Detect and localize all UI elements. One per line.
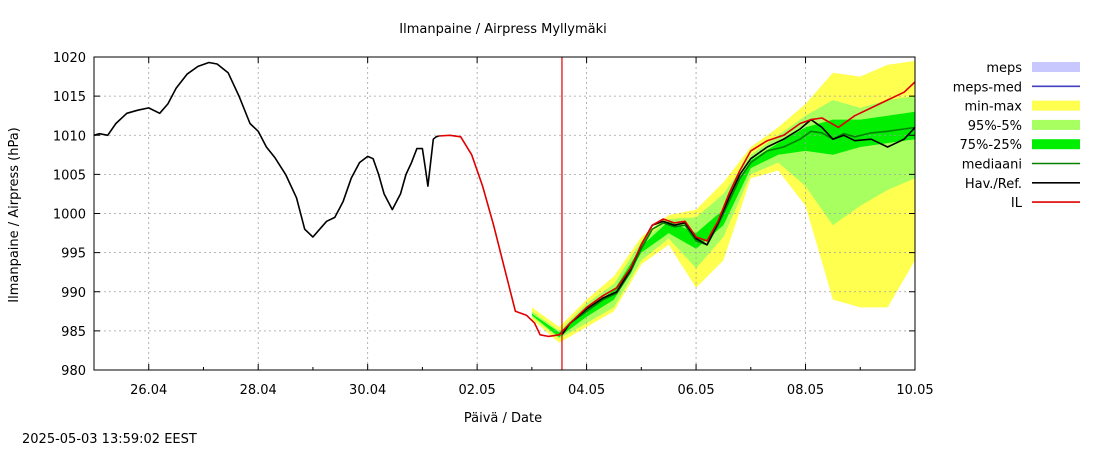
y-tick-label: 1020 <box>53 51 86 66</box>
x-tick-label: 08.05 <box>787 383 824 398</box>
x-tick-label: 26.04 <box>130 383 167 398</box>
legend-label: 75%-25% <box>960 138 1022 153</box>
x-tick-label: 28.04 <box>240 383 277 398</box>
band-75-25- <box>531 111 915 338</box>
y-tick-label: 995 <box>61 247 86 262</box>
legend-label: meps <box>986 61 1022 76</box>
x-tick-label: 04.05 <box>568 383 605 398</box>
y-tick-label: 1015 <box>53 90 86 105</box>
series-hav-ref- <box>93 61 440 238</box>
x-tick-label: 06.05 <box>677 383 714 398</box>
y-tick-label: 1005 <box>53 168 86 183</box>
series-hav-ref-forecast- <box>561 118 916 336</box>
y-axis-ticks: 980 985 990 995 1000 1005 1010 1015 1020 <box>53 51 915 379</box>
legend: meps meps-med min-max 95%-5% 75%-25% mediaani… <box>953 61 1080 211</box>
chart-title: Ilmanpaine / Airpress Myllymäki <box>399 22 606 37</box>
legend-swatch <box>1032 100 1080 111</box>
legend-label: IL <box>1011 196 1023 211</box>
legend-label: 95%-5% <box>968 119 1022 134</box>
y-tick-label: 1000 <box>53 208 86 223</box>
y-tick-label: 985 <box>61 325 86 340</box>
timestamp: 2025-05-03 13:59:02 EEST <box>22 432 197 447</box>
grid-lines <box>94 57 915 370</box>
y-axis-label: Ilmanpaine / Airpress (hPa) <box>7 127 22 302</box>
series-mediaani <box>558 126 916 336</box>
legend-label: Hav./Ref. <box>965 177 1022 192</box>
legend-swatch <box>1032 62 1080 72</box>
x-axis-ticks: 26.04 28.04 30.04 02.05 04.05 06.05 08.05 10.05 <box>93 57 934 398</box>
legend-label: min-max <box>964 100 1022 115</box>
x-tick-label: 10.05 <box>896 383 933 398</box>
legend-label: mediaani <box>962 158 1022 173</box>
series-il <box>438 81 916 338</box>
x-tick-label: 02.05 <box>459 383 496 398</box>
legend-label: meps-med <box>953 80 1022 95</box>
series-lines <box>93 57 916 370</box>
y-tick-label: 980 <box>61 364 86 379</box>
y-tick-label: 990 <box>61 286 86 301</box>
legend-swatch <box>1032 139 1080 150</box>
legend-swatch <box>1032 119 1080 130</box>
x-axis-label: Päivä / Date <box>464 411 542 426</box>
x-tick-label: 30.04 <box>349 383 386 398</box>
y-tick-label: 1010 <box>53 129 86 144</box>
